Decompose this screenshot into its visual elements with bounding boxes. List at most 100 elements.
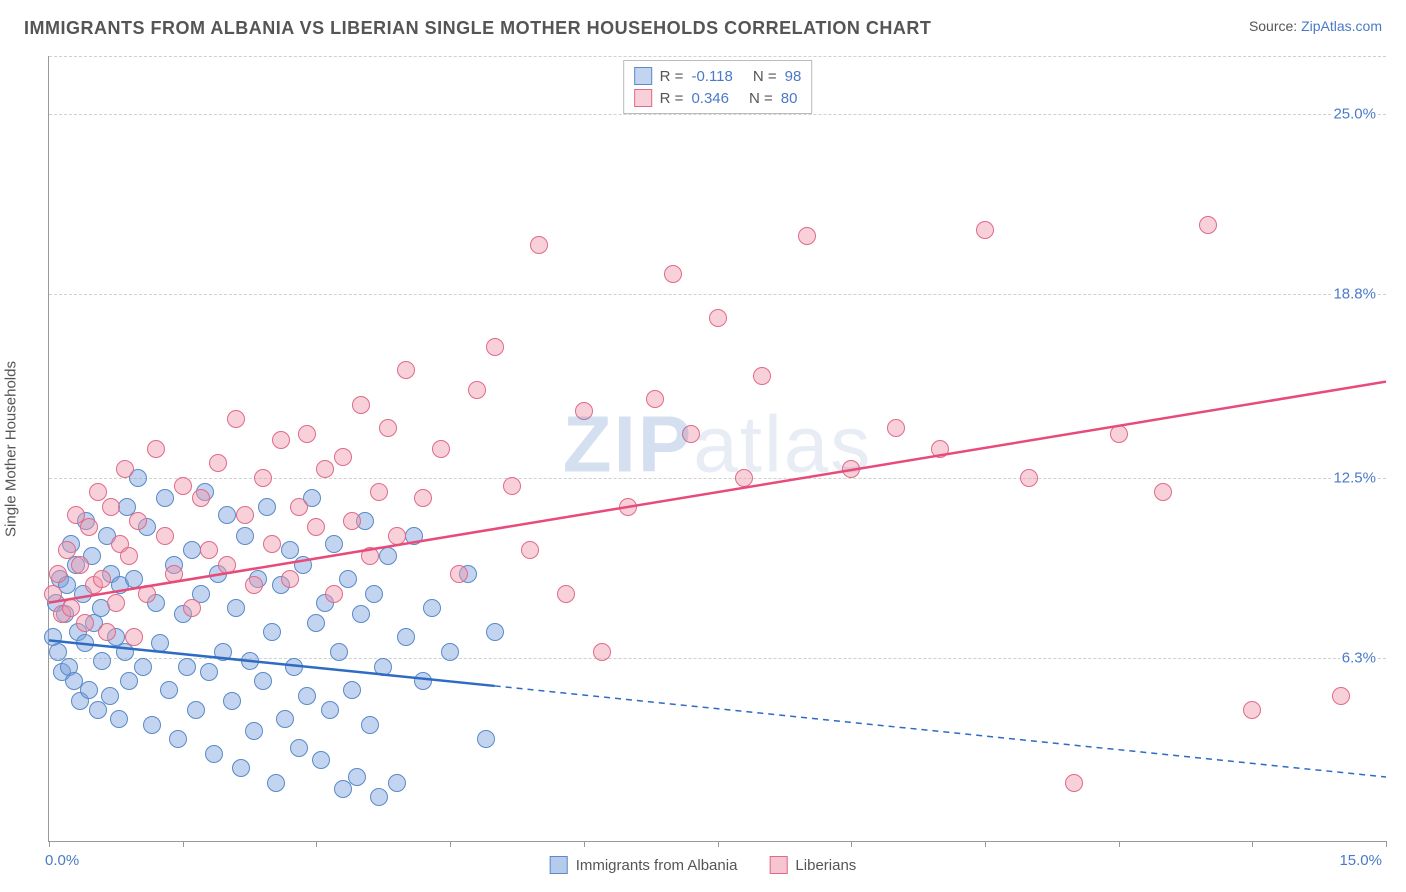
scatter-point-albania xyxy=(223,692,241,710)
source-label: Source: xyxy=(1249,18,1301,34)
scatter-point-albania xyxy=(285,658,303,676)
x-tick xyxy=(718,841,719,847)
scatter-point-liberians xyxy=(125,628,143,646)
x-tick xyxy=(316,841,317,847)
y-tick-label: 6.3% xyxy=(1340,649,1378,666)
scatter-point-albania xyxy=(120,672,138,690)
scatter-point-albania xyxy=(110,710,128,728)
scatter-point-liberians xyxy=(89,483,107,501)
scatter-point-liberians xyxy=(976,221,994,239)
scatter-point-albania xyxy=(365,585,383,603)
scatter-point-albania xyxy=(263,623,281,641)
scatter-point-albania xyxy=(143,716,161,734)
x-tick xyxy=(49,841,50,847)
scatter-point-liberians xyxy=(682,425,700,443)
scatter-point-albania xyxy=(343,681,361,699)
scatter-point-liberians xyxy=(156,527,174,545)
scatter-point-liberians xyxy=(530,236,548,254)
scatter-point-liberians xyxy=(107,594,125,612)
gridline xyxy=(49,114,1386,115)
scatter-point-albania xyxy=(379,547,397,565)
y-tick-label: 25.0% xyxy=(1331,106,1378,123)
scatter-point-liberians xyxy=(218,556,236,574)
scatter-point-liberians xyxy=(200,541,218,559)
x-tick xyxy=(851,841,852,847)
scatter-point-albania xyxy=(294,556,312,574)
scatter-point-albania xyxy=(218,506,236,524)
scatter-point-albania xyxy=(89,701,107,719)
scatter-point-liberians xyxy=(361,547,379,565)
scatter-point-albania xyxy=(267,774,285,792)
series-legend: Immigrants from AlbaniaLiberians xyxy=(550,856,857,874)
scatter-point-liberians xyxy=(98,623,116,641)
scatter-point-albania xyxy=(405,527,423,545)
scatter-point-liberians xyxy=(503,477,521,495)
scatter-point-albania xyxy=(298,687,316,705)
scatter-point-albania xyxy=(227,599,245,617)
scatter-point-liberians xyxy=(245,576,263,594)
scatter-point-liberians xyxy=(709,309,727,327)
source-attribution: Source: ZipAtlas.com xyxy=(1249,18,1382,34)
scatter-point-liberians xyxy=(414,489,432,507)
scatter-point-liberians xyxy=(49,565,67,583)
gridline xyxy=(49,294,1386,295)
scatter-point-albania xyxy=(312,751,330,769)
scatter-point-albania xyxy=(160,681,178,699)
x-tick xyxy=(985,841,986,847)
scatter-point-liberians xyxy=(397,361,415,379)
scatter-point-liberians xyxy=(227,410,245,428)
scatter-point-albania xyxy=(93,652,111,670)
scatter-point-albania xyxy=(169,730,187,748)
scatter-point-liberians xyxy=(76,614,94,632)
chart-title: IMMIGRANTS FROM ALBANIA VS LIBERIAN SING… xyxy=(24,18,931,39)
scatter-point-liberians xyxy=(1065,774,1083,792)
scatter-point-liberians xyxy=(842,460,860,478)
scatter-point-liberians xyxy=(236,506,254,524)
scatter-point-liberians xyxy=(370,483,388,501)
x-tick xyxy=(584,841,585,847)
scatter-point-liberians xyxy=(343,512,361,530)
scatter-point-albania xyxy=(423,599,441,617)
scatter-point-liberians xyxy=(664,265,682,283)
scatter-point-liberians xyxy=(388,527,406,545)
x-tick xyxy=(450,841,451,847)
scatter-point-liberians xyxy=(316,460,334,478)
scatter-point-liberians xyxy=(1020,469,1038,487)
source-link[interactable]: ZipAtlas.com xyxy=(1301,18,1382,34)
scatter-point-liberians xyxy=(254,469,272,487)
scatter-point-liberians xyxy=(174,477,192,495)
scatter-point-liberians xyxy=(58,541,76,559)
scatter-point-liberians xyxy=(120,547,138,565)
scatter-point-liberians xyxy=(450,565,468,583)
scatter-point-liberians xyxy=(129,512,147,530)
scatter-point-albania xyxy=(241,652,259,670)
scatter-point-liberians xyxy=(735,469,753,487)
scatter-point-liberians xyxy=(1110,425,1128,443)
scatter-point-liberians xyxy=(62,599,80,617)
scatter-point-albania xyxy=(151,634,169,652)
scatter-point-liberians xyxy=(183,599,201,617)
gridline xyxy=(49,56,1386,57)
scatter-point-liberians xyxy=(80,518,98,536)
scatter-point-liberians xyxy=(272,431,290,449)
scatter-point-albania xyxy=(236,527,254,545)
scatter-point-liberians xyxy=(486,338,504,356)
scatter-point-albania xyxy=(441,643,459,661)
scatter-point-albania xyxy=(281,541,299,559)
gridline xyxy=(49,478,1386,479)
x-tick xyxy=(1252,841,1253,847)
scatter-point-liberians xyxy=(263,535,281,553)
scatter-point-albania xyxy=(388,774,406,792)
y-tick-label: 12.5% xyxy=(1331,469,1378,486)
scatter-point-liberians xyxy=(71,556,89,574)
scatter-point-liberians xyxy=(147,440,165,458)
scatter-point-albania xyxy=(134,658,152,676)
trendline-dashed-albania xyxy=(495,686,1386,777)
scatter-point-liberians xyxy=(116,460,134,478)
scatter-point-liberians xyxy=(619,498,637,516)
legend-row-liberians: R = 0.346N = 80 xyxy=(634,87,802,109)
scatter-point-albania xyxy=(330,643,348,661)
scatter-point-liberians xyxy=(557,585,575,603)
scatter-point-albania xyxy=(205,745,223,763)
scatter-point-albania xyxy=(125,570,143,588)
